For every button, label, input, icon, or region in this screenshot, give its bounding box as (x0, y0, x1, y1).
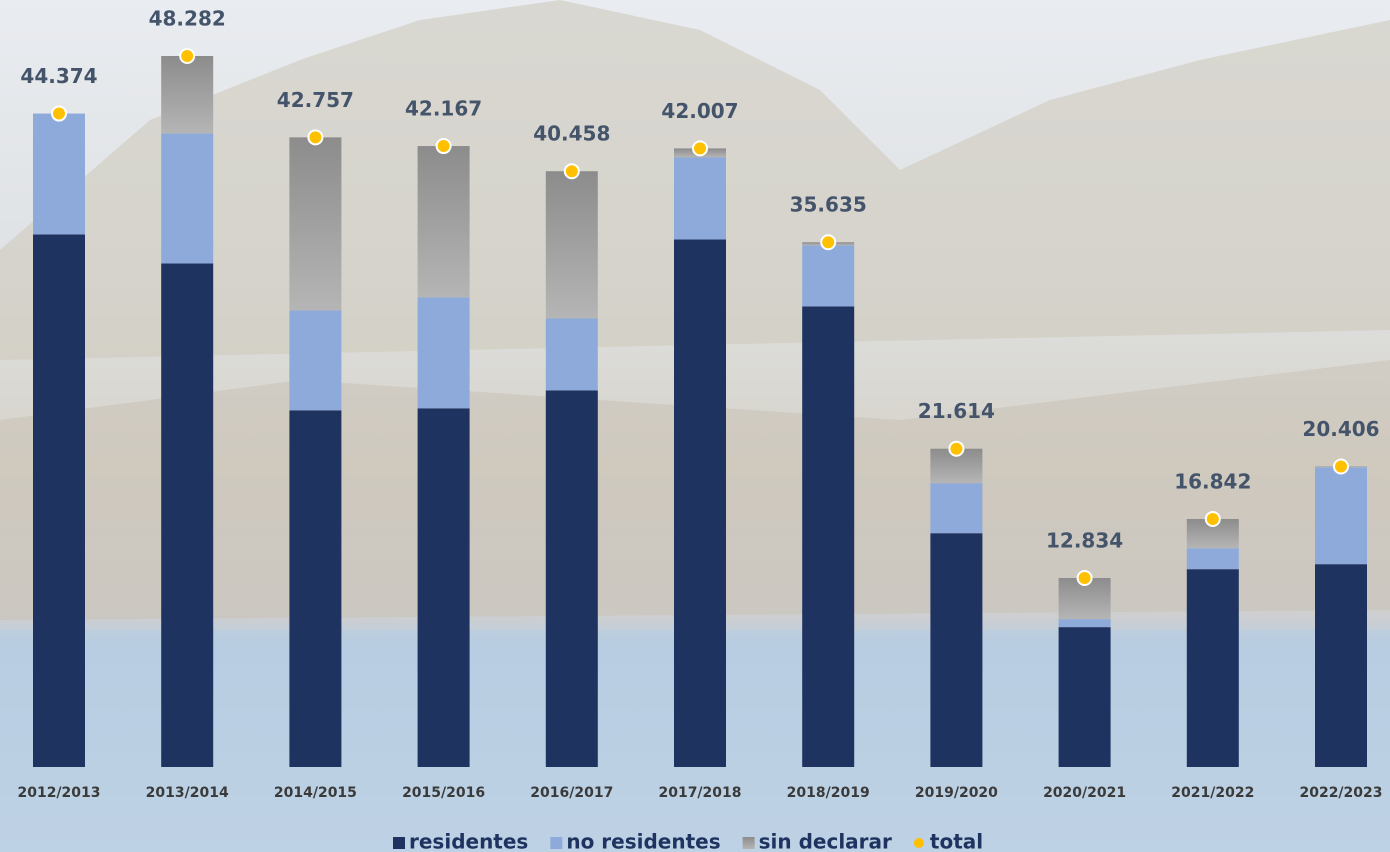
bar-segment (289, 310, 342, 411)
legend-label: no residentes (566, 830, 720, 852)
bar-segment (545, 318, 598, 391)
x-tick-label: 2012/2013 (17, 785, 100, 801)
bar-segment (417, 146, 470, 298)
legend-label: total (930, 830, 983, 852)
x-tick-label: 2018/2019 (787, 785, 870, 801)
legend-marker (550, 837, 563, 849)
bar-segment (930, 483, 983, 534)
bar-segment (289, 137, 342, 311)
bar-segment (289, 410, 342, 767)
total-marker (692, 140, 708, 157)
data-label: 20.406 (1302, 417, 1379, 441)
bar-segment (161, 263, 214, 767)
bar-segment (1315, 564, 1367, 767)
legend-label: residentes (409, 830, 528, 852)
bar-segment (545, 171, 598, 319)
total-marker (51, 105, 67, 122)
x-tick-label: 2016/2017 (530, 785, 613, 801)
bar-segment (33, 113, 85, 235)
data-label: 35.635 (790, 193, 867, 217)
data-label: 42.167 (405, 97, 482, 121)
total-marker (563, 163, 580, 180)
bar-segment (33, 234, 85, 768)
bar-segment (417, 297, 470, 409)
x-tick-label: 2021/2022 (1171, 785, 1254, 801)
total-marker (948, 440, 965, 457)
data-label: 42.757 (277, 88, 354, 112)
x-tick-label: 2019/2020 (915, 785, 998, 801)
legend-marker (393, 837, 405, 849)
bar-segment (1315, 467, 1367, 565)
bar-segment (545, 390, 598, 767)
bar-segment (161, 133, 214, 264)
total-marker (820, 234, 837, 251)
bar-segment (1058, 627, 1111, 767)
legend-marker (913, 838, 924, 848)
x-tick-label: 2013/2014 (146, 785, 229, 801)
bar-segment (1186, 548, 1239, 570)
data-label: 16.842 (1174, 469, 1251, 493)
bar-segment (674, 157, 726, 240)
data-label: 21.614 (918, 399, 995, 423)
x-tick-label: 2020/2021 (1043, 785, 1126, 801)
data-label: 44.374 (20, 64, 97, 88)
legend-label: sin declarar (759, 830, 892, 852)
data-label: 40.458 (533, 122, 610, 146)
total-marker (307, 129, 324, 146)
data-label: 48.282 (149, 7, 226, 31)
x-tick-label: 2017/2018 (658, 785, 741, 801)
total-marker (1204, 510, 1221, 527)
x-tick-label: 2014/2015 (274, 785, 357, 801)
bar-segment (161, 56, 214, 134)
bar-segment (802, 245, 855, 307)
x-tick-label: 2022/2023 (1299, 785, 1382, 801)
bar-segment (930, 533, 983, 767)
legend-marker (742, 837, 755, 849)
bar-segment (802, 306, 855, 767)
total-marker (435, 138, 452, 155)
total-marker (179, 48, 196, 64)
bar-segment (417, 408, 470, 767)
total-marker (1076, 570, 1093, 587)
bar-segment (674, 239, 726, 767)
bar-segment (1186, 569, 1239, 767)
x-tick-label: 2015/2016 (402, 785, 485, 801)
total-marker (1333, 458, 1349, 475)
bar-segment (1058, 619, 1111, 628)
data-label: 12.834 (1046, 529, 1123, 553)
data-label: 42.007 (661, 99, 738, 123)
